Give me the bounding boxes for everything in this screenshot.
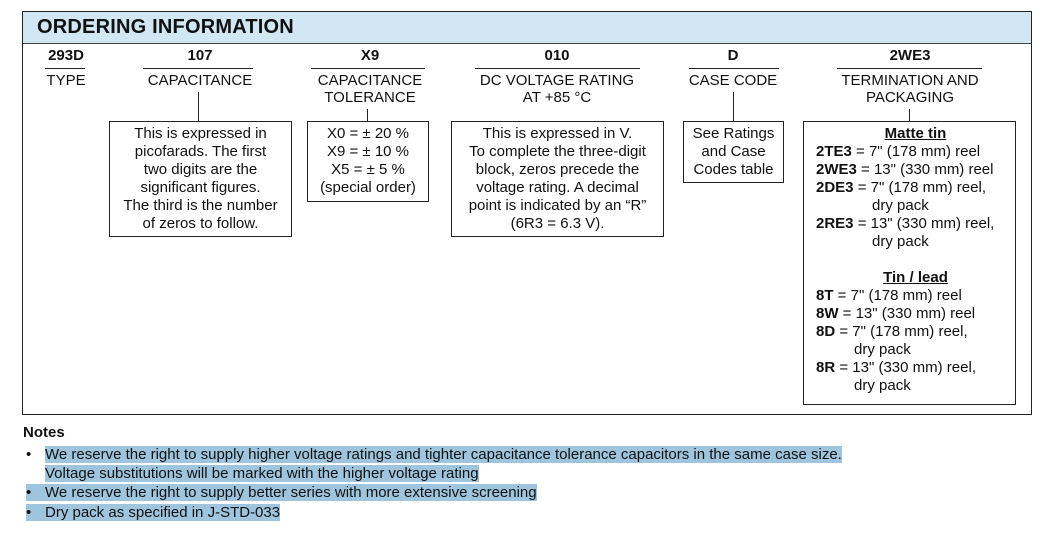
bullet: • — [26, 504, 32, 521]
box-line: significant figures. — [140, 179, 261, 196]
box-line: (6R3 = 6.3 V). — [510, 215, 605, 232]
case-code: D — [727, 47, 739, 64]
case-box: See Ratings and Case Codes table — [683, 121, 784, 183]
capacitance-box: This is expressed in picofarads. The fir… — [109, 121, 292, 237]
option-desc-cont: dry pack — [854, 341, 911, 358]
note-item: • We reserve the right to supply higher … — [26, 445, 945, 483]
option-desc: = 7" (178 mm) reel — [851, 143, 981, 160]
box-line: This is expressed in V. — [482, 125, 633, 142]
tolerance-box: X0 = ± 20 % X9 = ± 10 % X5 = ± 5 % (spec… — [307, 121, 429, 202]
tin-lead-heading: Tin / lead — [883, 269, 948, 286]
box-line: two digits are the — [143, 161, 258, 178]
termination-option: 8W = 13" (330 mm) reel — [816, 305, 1015, 323]
type-code: 293D — [48, 47, 84, 64]
option-desc: = 7" (178 mm) reel, — [853, 179, 986, 196]
box-line: picofarads. The first — [134, 143, 267, 160]
option-code: 8T — [816, 287, 834, 304]
termination-option: 2TE3 = 7" (178 mm) reel — [816, 143, 1015, 161]
tolerance-rule — [311, 68, 425, 69]
termination-label: TERMINATION AND PACKAGING — [820, 72, 1000, 106]
termination-box: Matte tin 2TE3 = 7" (178 mm) reel 2WE3 = … — [803, 121, 1016, 405]
voltage-label: DC VOLTAGE RATING AT +85 °C — [467, 72, 647, 106]
box-line: Codes table — [693, 161, 774, 178]
option-code: 2RE3 — [816, 215, 854, 232]
box-line: (special order) — [320, 179, 416, 196]
section-title: ORDERING INFORMATION — [37, 16, 294, 38]
voltage-box: This is expressed in V. To complete the … — [451, 121, 664, 237]
option-code: 8D — [816, 323, 836, 340]
tolerance-label-line1: CAPACITANCE — [317, 72, 423, 89]
option-code: 2DE3 — [816, 179, 854, 196]
voltage-label-line1: DC VOLTAGE RATING — [479, 72, 635, 89]
termination-option: 8R = 13" (330 mm) reel, — [816, 359, 1015, 377]
capacitance-connector — [198, 92, 199, 121]
capacitance-code: 107 — [187, 47, 213, 64]
option-desc-cont: dry pack — [872, 197, 929, 214]
capacitance-label: CAPACITANCE — [147, 72, 253, 89]
note-text: We reserve the right to supply better se… — [26, 484, 537, 501]
type-rule — [45, 68, 85, 69]
option-desc: = 13" (330 mm) reel, — [835, 359, 976, 376]
note-item: • We reserve the right to supply better … — [26, 483, 537, 502]
matte-tin-list: 2TE3 = 7" (178 mm) reel 2WE3 = 13" (330 m… — [816, 143, 1015, 251]
option-desc-cont: dry pack — [872, 233, 929, 250]
box-line: To complete the three-digit — [469, 143, 646, 160]
voltage-code: 010 — [544, 47, 570, 64]
note-text: We reserve the right to supply higher vo… — [45, 446, 842, 463]
option-desc: = 13" (330 mm) reel — [838, 305, 976, 322]
option-desc: = 7" (178 mm) reel, — [835, 323, 968, 340]
termination-connector — [909, 109, 910, 121]
termination-code: 2WE3 — [889, 47, 931, 64]
termination-option: 8D = 7" (178 mm) reel, — [816, 323, 1015, 341]
header-band — [23, 12, 1031, 44]
note-text: Voltage substitutions will be marked wit… — [45, 465, 479, 482]
matte-tin-heading: Matte tin — [884, 125, 947, 142]
box-line: The third is the number — [123, 197, 278, 214]
termination-option: 2RE3 = 13" (330 mm) reel, — [816, 215, 1015, 233]
tolerance-label: CAPACITANCE TOLERANCE — [300, 72, 440, 106]
box-line: point is indicated by an “R” — [468, 197, 647, 214]
case-rule — [689, 68, 779, 69]
box-line: See Ratings — [692, 125, 775, 142]
box-line: voltage rating. A decimal — [476, 179, 639, 196]
note-text: Dry pack as specified in J-STD-033 — [26, 504, 281, 521]
termination-option: 2DE3 = 7" (178 mm) reel, — [816, 179, 1015, 197]
option-desc: = 13" (330 mm) reel, — [853, 215, 995, 232]
case-label: CASE CODE — [688, 72, 778, 89]
option-code: 2WE3 — [816, 161, 857, 178]
type-label: TYPE — [46, 72, 86, 89]
box-line: This is expressed in — [134, 125, 267, 142]
box-line: of zeros to follow. — [142, 215, 259, 232]
tolerance-label-line2: TOLERANCE — [324, 89, 416, 106]
note-item: • Dry pack as specified in J-STD-033 — [26, 503, 281, 522]
option-code: 8W — [816, 305, 839, 322]
option-code: 8R — [816, 359, 836, 376]
termination-option: 2WE3 = 13" (330 mm) reel — [816, 161, 1015, 179]
option-desc: = 7" (178 mm) reel — [833, 287, 962, 304]
box-line: X0 = ± 20 % — [326, 125, 410, 142]
option-desc-cont: dry pack — [854, 377, 911, 394]
termination-rule — [837, 68, 982, 69]
box-line: X5 = ± 5 % — [331, 161, 405, 178]
voltage-label-line2: AT +85 °C — [522, 89, 592, 106]
bullet: • — [26, 446, 32, 463]
ordering-info-frame — [22, 11, 1032, 415]
option-desc: = 13" (330 mm) reel — [856, 161, 994, 178]
capacitance-rule — [143, 68, 253, 69]
box-line: X9 = ± 10 % — [326, 143, 410, 160]
bullet: • — [26, 484, 32, 501]
case-connector — [733, 92, 734, 121]
tolerance-connector — [367, 109, 368, 121]
tolerance-code: X9 — [360, 47, 380, 64]
termination-label-line1: TERMINATION AND — [841, 72, 979, 89]
box-line: and Case — [701, 143, 766, 160]
box-line: block, zeros precede the — [475, 161, 640, 178]
termination-option: 8T = 7" (178 mm) reel — [816, 287, 1015, 305]
tin-lead-list: 8T = 7" (178 mm) reel 8W = 13" (330 mm) r… — [816, 287, 1015, 395]
notes-heading: Notes — [23, 424, 65, 441]
voltage-rule — [475, 68, 640, 69]
termination-label-line2: PACKAGING — [865, 89, 955, 106]
option-code: 2TE3 — [816, 143, 852, 160]
